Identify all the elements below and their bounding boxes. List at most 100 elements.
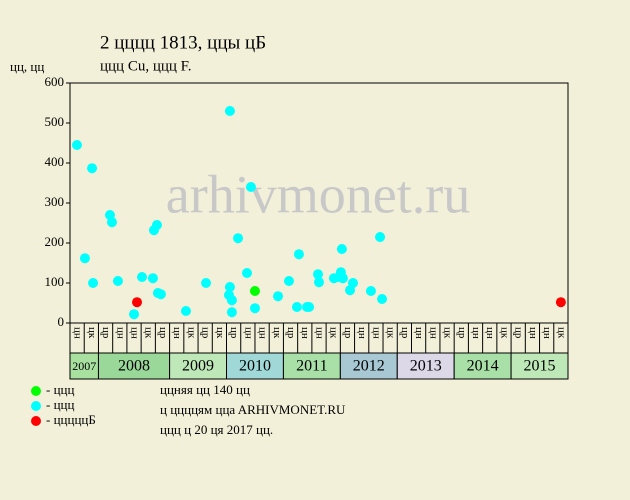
column-label: цн <box>470 327 482 339</box>
point <box>224 106 235 116</box>
column-label: цк <box>385 327 397 339</box>
point <box>348 278 359 288</box>
column-label: цн <box>171 327 183 339</box>
legend-label: - ццц <box>46 382 74 397</box>
year-label: 2013 <box>410 358 442 375</box>
column-label: цн <box>356 327 368 339</box>
column-label: цр <box>157 327 169 339</box>
point <box>249 286 260 296</box>
year-cell <box>69 352 99 380</box>
column-label: цр <box>285 327 297 339</box>
point <box>226 307 237 318</box>
point <box>245 182 256 192</box>
point <box>106 217 117 228</box>
point <box>555 297 566 308</box>
column-label: цн <box>527 327 539 339</box>
column-label: цр <box>456 327 468 339</box>
column-label: цк <box>143 327 155 339</box>
point <box>291 302 302 312</box>
chart-title: 2 цццц 1813, ццы цБ <box>100 32 266 53</box>
y-tick-label: 100 <box>45 274 65 289</box>
column-label: цр <box>228 327 240 339</box>
year-label: 2014 <box>467 358 499 375</box>
point <box>365 286 376 296</box>
legend-marker <box>31 386 41 396</box>
chart-subtitle: ццц Cu, ццц F. <box>100 58 192 74</box>
point <box>224 282 235 292</box>
watermark: arhivmonet.ru <box>166 164 470 224</box>
year-cell <box>97 352 171 380</box>
column-label: цр <box>399 327 411 339</box>
point <box>313 269 324 280</box>
column-label: цн <box>370 327 382 339</box>
point <box>293 249 304 260</box>
year-label: 2012 <box>353 358 385 375</box>
column-label: цн <box>257 327 269 339</box>
point <box>304 302 315 312</box>
column-label: цн <box>313 327 325 339</box>
point <box>242 268 253 278</box>
column-label: цк <box>442 327 454 339</box>
year-cell <box>282 352 341 380</box>
point <box>180 306 191 316</box>
column-label: цк <box>214 327 226 339</box>
year-label: 2010 <box>239 358 271 375</box>
point <box>147 273 158 284</box>
year-label: 2015 <box>524 358 556 375</box>
column-label: цр <box>513 327 525 339</box>
point <box>132 297 143 308</box>
point <box>337 273 348 284</box>
column-label: цн <box>128 327 140 339</box>
column-label: цн <box>427 327 439 339</box>
legend-label: - цццццБ <box>46 412 96 427</box>
point <box>233 233 244 244</box>
point <box>87 163 98 174</box>
point <box>71 140 82 150</box>
y-axis-label: цц, цц <box>10 59 44 74</box>
column-label: цн <box>413 327 425 339</box>
y-tick-label: 300 <box>45 194 65 209</box>
point <box>129 309 140 320</box>
column-label: цн <box>242 327 254 339</box>
year-cell <box>453 352 512 380</box>
point <box>377 294 388 304</box>
point <box>136 272 147 282</box>
column-label: цк <box>555 327 567 339</box>
year-cell <box>339 352 398 380</box>
note: ц ццццям ццa ARHIVMONET.RU <box>160 402 346 417</box>
column-label: цк <box>185 327 197 339</box>
y-tick-label: 0 <box>58 314 65 329</box>
year-label: 2007 <box>72 359 96 373</box>
year-label: 2011 <box>296 358 327 375</box>
legend-marker <box>31 416 41 426</box>
column-label: цк <box>271 327 283 339</box>
y-tick-label: 400 <box>45 154 65 169</box>
note: ццц ц 20 ця 2017 цц. <box>160 422 273 437</box>
y-tick-label: 500 <box>45 114 65 129</box>
point <box>155 289 166 300</box>
note: ццняя цц 140 цц <box>160 382 250 397</box>
point <box>375 232 386 242</box>
point <box>112 276 123 286</box>
point <box>226 295 237 306</box>
y-tick-label: 200 <box>45 234 65 249</box>
point <box>201 278 212 288</box>
year-cell <box>169 352 228 380</box>
column-label: цр <box>100 327 112 339</box>
column-label: цн <box>484 327 496 339</box>
point <box>151 220 162 230</box>
year-label: 2009 <box>182 358 214 375</box>
point <box>314 277 324 288</box>
column-label: цн <box>541 327 553 339</box>
column-label: цн <box>114 327 126 339</box>
column-label: цн <box>299 327 311 339</box>
y-tick-label: 600 <box>45 74 65 89</box>
column-label: цр <box>200 327 212 339</box>
point <box>249 303 260 314</box>
year-cell <box>510 352 569 380</box>
year-label: 2008 <box>118 358 150 375</box>
column-label: цк <box>86 327 98 339</box>
year-cell <box>396 352 455 380</box>
point <box>336 244 347 254</box>
